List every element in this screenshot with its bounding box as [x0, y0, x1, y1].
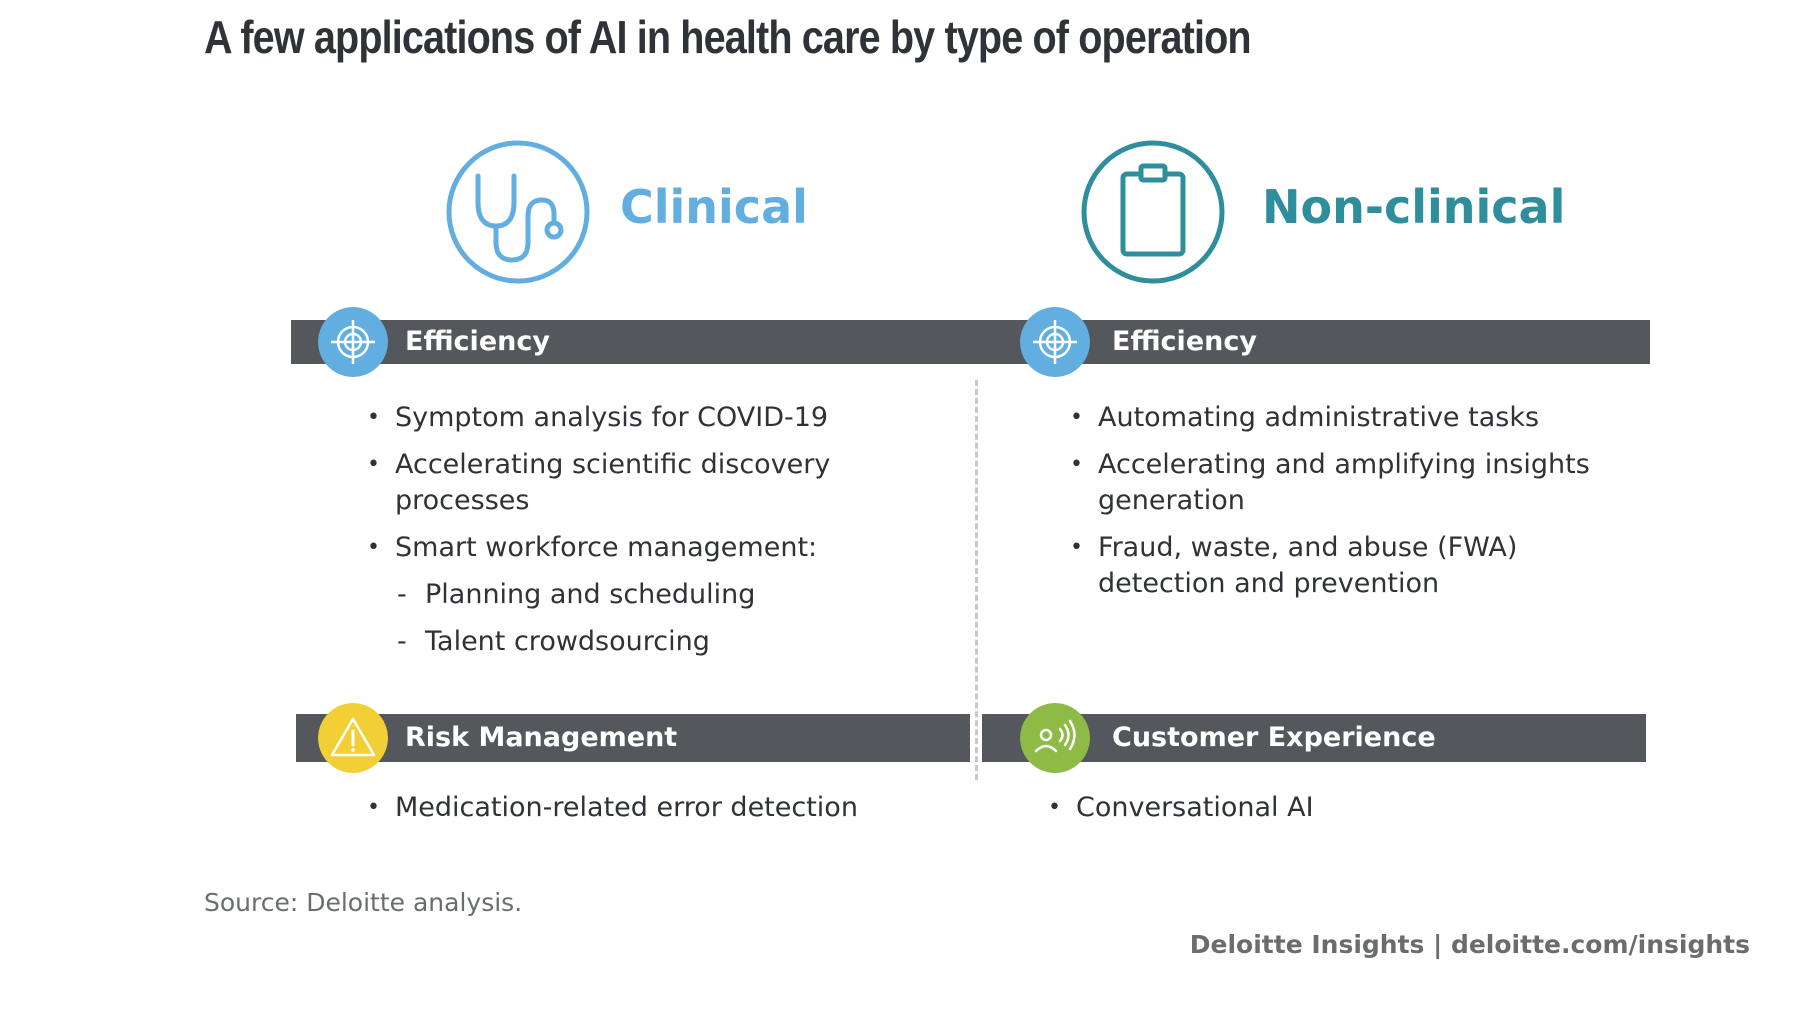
list-item: Accelerating and amplifying insights gen…	[1068, 447, 1608, 519]
risk-management-list: Medication-related error detection	[365, 790, 925, 837]
page-title: A few applications of AI in health care …	[204, 11, 1252, 63]
list-item: Accelerating scientific discovery proces…	[365, 447, 885, 519]
sub-list-item: Planning and scheduling	[365, 577, 885, 613]
list-item: Smart workforce management:	[365, 530, 885, 566]
nonclinical-efficiency-list: Automating administrative tasks Accelera…	[1068, 400, 1608, 613]
nonclinical-heading: Non-clinical	[1262, 180, 1566, 234]
clinical-heading: Clinical	[620, 180, 808, 234]
list-item: Medication-related error detection	[365, 790, 925, 826]
clipboard-icon	[1081, 140, 1225, 284]
customer-experience-label: Customer Experience	[1112, 722, 1436, 753]
voice-assistant-icon	[1020, 703, 1090, 773]
column-divider	[975, 380, 978, 780]
list-item: Symptom analysis for COVID-19	[365, 400, 885, 436]
list-item: Automating administrative tasks	[1068, 400, 1608, 436]
clinical-efficiency-list: Symptom analysis for COVID-19 Accelerati…	[365, 400, 885, 671]
customer-experience-bar	[982, 714, 1646, 762]
warning-icon	[318, 703, 388, 773]
source-note: Source: Deloitte analysis.	[204, 888, 523, 917]
target-icon	[1020, 307, 1090, 377]
risk-management-label: Risk Management	[405, 722, 678, 753]
list-item: Fraud, waste, and abuse (FWA) detection …	[1068, 530, 1608, 602]
customer-experience-list: Conversational AI	[1046, 790, 1606, 837]
stethoscope-icon	[446, 140, 590, 284]
sub-list-item: Talent crowdsourcing	[365, 624, 885, 660]
efficiency-bar	[291, 320, 1650, 364]
target-icon	[318, 307, 388, 377]
risk-management-bar	[296, 714, 970, 762]
publisher-credit: Deloitte Insights | deloitte.com/insight…	[1189, 930, 1750, 959]
nonclinical-efficiency-label: Efficiency	[1112, 326, 1257, 357]
list-item: Conversational AI	[1046, 790, 1606, 826]
clinical-efficiency-label: Efficiency	[405, 326, 550, 357]
